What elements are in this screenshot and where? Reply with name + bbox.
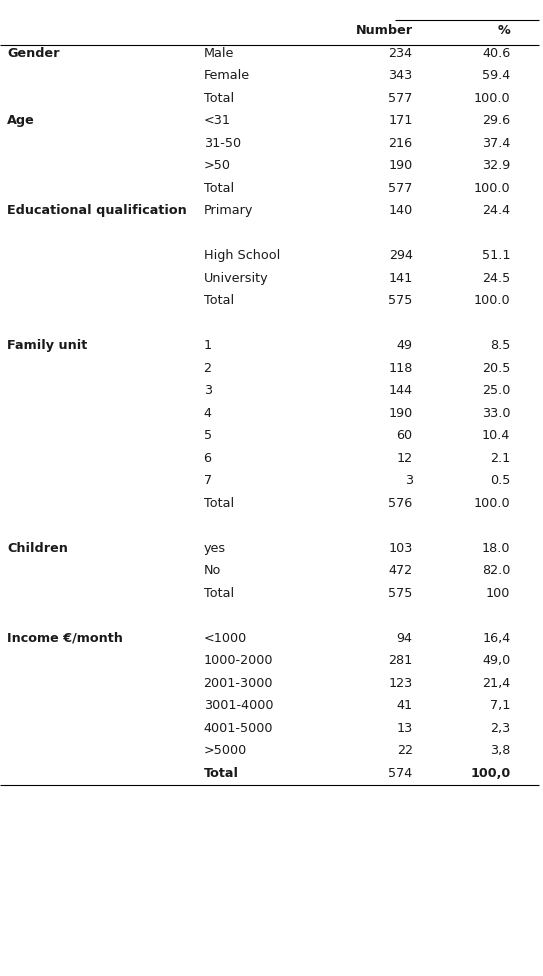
Text: <31: <31 — [204, 114, 231, 128]
Text: >50: >50 — [204, 159, 231, 173]
Text: 141: 141 — [388, 272, 413, 285]
Text: 100.0: 100.0 — [474, 295, 510, 307]
Text: 16,4: 16,4 — [482, 631, 510, 645]
Text: Male: Male — [204, 47, 234, 60]
Text: Total: Total — [204, 295, 233, 307]
Text: Age: Age — [7, 114, 35, 128]
Text: 0.5: 0.5 — [490, 474, 510, 487]
Text: 8.5: 8.5 — [490, 340, 510, 352]
Text: 103: 103 — [388, 542, 413, 555]
Text: 51.1: 51.1 — [482, 250, 510, 263]
Text: 144: 144 — [389, 385, 413, 397]
Text: No: No — [204, 564, 221, 578]
Text: Number: Number — [356, 24, 413, 37]
Text: Income €/month: Income €/month — [7, 631, 123, 645]
Text: 24.4: 24.4 — [482, 204, 510, 218]
Text: 171: 171 — [388, 114, 413, 128]
Text: 118: 118 — [388, 362, 413, 375]
Text: 190: 190 — [388, 407, 413, 420]
Text: 1: 1 — [204, 340, 212, 352]
Text: 18.0: 18.0 — [482, 542, 510, 555]
Text: 294: 294 — [389, 250, 413, 263]
Text: 12: 12 — [396, 452, 413, 465]
Text: 216: 216 — [389, 137, 413, 150]
Text: 3: 3 — [405, 474, 413, 487]
Text: 4: 4 — [204, 407, 212, 420]
Text: 577: 577 — [388, 92, 413, 104]
Text: 574: 574 — [388, 767, 413, 780]
Text: Primary: Primary — [204, 204, 253, 218]
Text: 94: 94 — [397, 631, 413, 645]
Text: yes: yes — [204, 542, 226, 555]
Text: Total: Total — [204, 497, 233, 509]
Text: 100.0: 100.0 — [474, 497, 510, 509]
Text: 100.0: 100.0 — [474, 182, 510, 195]
Text: University: University — [204, 272, 268, 285]
Text: 577: 577 — [388, 182, 413, 195]
Text: 2.1: 2.1 — [490, 452, 510, 465]
Text: 7: 7 — [204, 474, 212, 487]
Text: 100,0: 100,0 — [470, 767, 510, 780]
Text: 82.0: 82.0 — [482, 564, 510, 578]
Text: Total: Total — [204, 92, 233, 104]
Text: 2,3: 2,3 — [490, 722, 510, 735]
Text: 59.4: 59.4 — [482, 69, 510, 82]
Text: Children: Children — [7, 542, 68, 555]
Text: 33.0: 33.0 — [482, 407, 510, 420]
Text: Total: Total — [204, 767, 238, 780]
Text: 6: 6 — [204, 452, 212, 465]
Text: 190: 190 — [388, 159, 413, 173]
Text: 49,0: 49,0 — [482, 654, 510, 668]
Text: 31-50: 31-50 — [204, 137, 241, 150]
Text: 20.5: 20.5 — [482, 362, 510, 375]
Text: 1000-2000: 1000-2000 — [204, 654, 273, 668]
Text: <1000: <1000 — [204, 631, 247, 645]
Text: 25.0: 25.0 — [482, 385, 510, 397]
Text: 37.4: 37.4 — [482, 137, 510, 150]
Text: 41: 41 — [396, 700, 413, 712]
Text: Female: Female — [204, 69, 250, 82]
Text: 576: 576 — [388, 497, 413, 509]
Text: 40.6: 40.6 — [482, 47, 510, 60]
Text: 22: 22 — [397, 745, 413, 757]
Text: 140: 140 — [388, 204, 413, 218]
Text: Family unit: Family unit — [7, 340, 87, 352]
Text: 100: 100 — [486, 587, 510, 600]
Text: 343: 343 — [388, 69, 413, 82]
Text: %: % — [498, 24, 510, 37]
Text: 575: 575 — [388, 587, 413, 600]
Text: 32.9: 32.9 — [482, 159, 510, 173]
Text: 24.5: 24.5 — [482, 272, 510, 285]
Text: Total: Total — [204, 182, 233, 195]
Text: 575: 575 — [388, 295, 413, 307]
Text: 100.0: 100.0 — [474, 92, 510, 104]
Text: 49: 49 — [397, 340, 413, 352]
Text: 10.4: 10.4 — [482, 429, 510, 442]
Text: 281: 281 — [388, 654, 413, 668]
Text: 234: 234 — [389, 47, 413, 60]
Text: 60: 60 — [396, 429, 413, 442]
Text: Total: Total — [204, 587, 233, 600]
Text: Gender: Gender — [7, 47, 60, 60]
Text: 7,1: 7,1 — [490, 700, 510, 712]
Text: High School: High School — [204, 250, 280, 263]
Text: 5: 5 — [204, 429, 212, 442]
Text: Educational qualification: Educational qualification — [7, 204, 187, 218]
Text: 2001-3000: 2001-3000 — [204, 677, 273, 690]
Text: 4001-5000: 4001-5000 — [204, 722, 273, 735]
Text: 29.6: 29.6 — [482, 114, 510, 128]
Text: 13: 13 — [396, 722, 413, 735]
Text: 123: 123 — [388, 677, 413, 690]
Text: 472: 472 — [389, 564, 413, 578]
Text: >5000: >5000 — [204, 745, 247, 757]
Text: 21,4: 21,4 — [482, 677, 510, 690]
Text: 2: 2 — [204, 362, 212, 375]
Text: 3,8: 3,8 — [490, 745, 510, 757]
Text: 3001-4000: 3001-4000 — [204, 700, 273, 712]
Text: 3: 3 — [204, 385, 212, 397]
